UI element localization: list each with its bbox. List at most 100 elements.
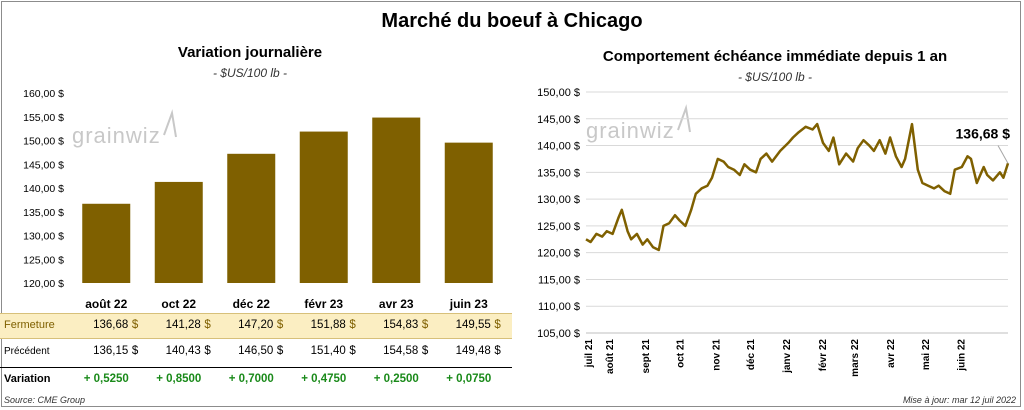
table-cell: 140,43 $	[139, 345, 211, 359]
y-tick-label: 110,00 $	[538, 301, 580, 313]
x-tick-label: janv 22	[782, 339, 793, 374]
variation-cell: + 0,5250	[83, 373, 129, 385]
table-cell: 151,40 $	[284, 345, 356, 359]
watermark-logo-right: grainwiz	[586, 104, 691, 143]
y-tick-label: 120,00 $	[537, 248, 580, 260]
cell-value: 151,88	[310, 319, 346, 331]
svg-text:grainwiz: grainwiz	[586, 118, 675, 143]
table-row-precedent: Précédent 136,15 $140,43 $146,50 $151,40 $15…	[0, 340, 512, 364]
right-chart-unit: - $US/100 lb -	[737, 70, 813, 84]
right-chart-title: Comportement échéance immédiate depuis 1…	[602, 48, 948, 65]
bar	[82, 203, 131, 283]
cell-value: 146,50	[238, 345, 274, 357]
cell-value: 151,40	[310, 345, 346, 357]
bar	[227, 153, 276, 283]
table-cell: 136,68 $	[66, 319, 138, 333]
table-cell: 151,88 $	[284, 319, 356, 333]
y-tick-label: 105,00 $	[537, 328, 580, 340]
bar	[372, 117, 421, 283]
y-tick-label: 140,00 $	[537, 141, 580, 153]
variation-cell: + 0,4750	[301, 373, 347, 385]
cell-value: 149,55	[455, 319, 491, 331]
svg-text:grainwiz: grainwiz	[72, 123, 161, 148]
x-tick-label: juil 21	[584, 339, 595, 369]
y-tick-label: 145,00 $	[23, 159, 64, 171]
y-tick-label: 135,00 $	[537, 167, 580, 179]
x-tick-label: juin 22	[957, 339, 968, 372]
x-tick-label: oct 21	[676, 339, 687, 368]
left-chart-unit: - $US/100 lb -	[212, 66, 288, 80]
x-tick-label: avr 22	[886, 339, 897, 368]
cell-currency: $	[131, 345, 139, 357]
y-tick-label: 150,00 $	[23, 136, 64, 148]
y-tick-label: 150,00 $	[537, 87, 580, 99]
y-tick-label: 125,00 $	[23, 254, 64, 266]
table-cell: 154,58 $	[356, 345, 428, 359]
table-cell: 147,20 $	[211, 319, 283, 333]
table-cell: 141,28 $	[139, 319, 211, 333]
x-tick-label: mai 22	[921, 339, 932, 371]
table-row-variation: Variation + 0,5250 + 0,8500 + 0,7000 + 0,47…	[0, 367, 512, 392]
table-cell: 149,55 $	[429, 319, 501, 333]
x-tick-label: sept 21	[641, 339, 652, 374]
cell-currency: $	[131, 319, 139, 331]
x-tick-label: févr 22	[818, 339, 829, 372]
y-tick-label: 160,00 $	[23, 88, 64, 100]
cell-currency: $	[204, 319, 211, 331]
row-label-precedent: Précédent	[4, 346, 50, 357]
watermark-logo-left: grainwiz	[72, 109, 177, 148]
x-tick-label: avr 23	[379, 297, 414, 311]
variation-cell: + 0,0750	[446, 373, 492, 385]
cell-currency: $	[276, 345, 284, 357]
x-tick-label: nov 21	[711, 339, 722, 371]
variation-cell: + 0,8500	[156, 373, 202, 385]
cell-value: 149,48	[455, 345, 491, 357]
y-tick-label: 130,00 $	[537, 194, 580, 206]
cell-currency: $	[349, 345, 356, 357]
table-cell: 146,50 $	[211, 345, 283, 359]
cell-value: 147,20	[238, 319, 274, 331]
cell-currency: $	[276, 319, 284, 331]
x-tick-label: août 21	[605, 339, 616, 374]
last-value-label: 136,68 $	[956, 126, 1011, 142]
y-tick-label: 115,00 $	[538, 274, 580, 286]
y-tick-label: 120,00 $	[23, 278, 64, 290]
cell-currency: $	[421, 345, 429, 357]
y-tick-label: 155,00 $	[23, 112, 64, 124]
row-label-variation: Variation	[4, 373, 51, 385]
x-tick-label: mars 22	[850, 339, 861, 377]
cell-value: 136,68	[93, 319, 129, 331]
y-tick-label: 135,00 $	[23, 207, 64, 219]
y-tick-label: 145,00 $	[537, 114, 580, 126]
cell-value: 154,58	[383, 345, 419, 357]
cell-value: 141,28	[165, 319, 201, 331]
table-cell: 154,83 $	[356, 319, 428, 333]
cell-currency: $	[494, 345, 501, 357]
annotation-leader	[997, 145, 1009, 164]
cell-currency: $	[494, 319, 501, 331]
y-tick-label: 125,00 $	[537, 221, 580, 233]
y-tick-label: 140,00 $	[23, 183, 64, 195]
cell-value: 136,15	[93, 345, 129, 357]
bar	[154, 181, 203, 283]
bar-chart: grainwiz 120,00 $ 125,00 $ 130,00 $ 135,00 $…	[23, 88, 493, 311]
x-tick-label: août 22	[85, 297, 127, 311]
series-line	[585, 122, 1010, 252]
bar	[444, 142, 493, 283]
variation-cell: + 0,2500	[373, 373, 419, 385]
table-row-fermeture: Fermeture 136,68 $141,28 $147,20 $151,88 $15…	[0, 313, 512, 339]
y-tick-label: 130,00 $	[23, 231, 64, 243]
x-tick-label: févr 23	[304, 297, 343, 311]
table-cell: 149,48 $	[429, 345, 501, 359]
x-tick-label: juin 23	[449, 297, 488, 311]
update-note: Mise à jour: mar 12 juil 2022	[902, 395, 1016, 405]
cell-value: 154,83	[383, 319, 419, 331]
line-chart: grainwiz 105,00 $ 110,00 $ 115,00 $ 120,00 $…	[537, 87, 1011, 377]
table-cell: 136,15 $	[66, 345, 138, 359]
variation-cell: + 0,7000	[228, 373, 274, 385]
cell-currency: $	[204, 345, 211, 357]
left-chart-title: Variation journalière	[177, 44, 323, 61]
x-tick-label: déc 22	[233, 297, 271, 311]
x-tick-label: oct 22	[161, 297, 196, 311]
